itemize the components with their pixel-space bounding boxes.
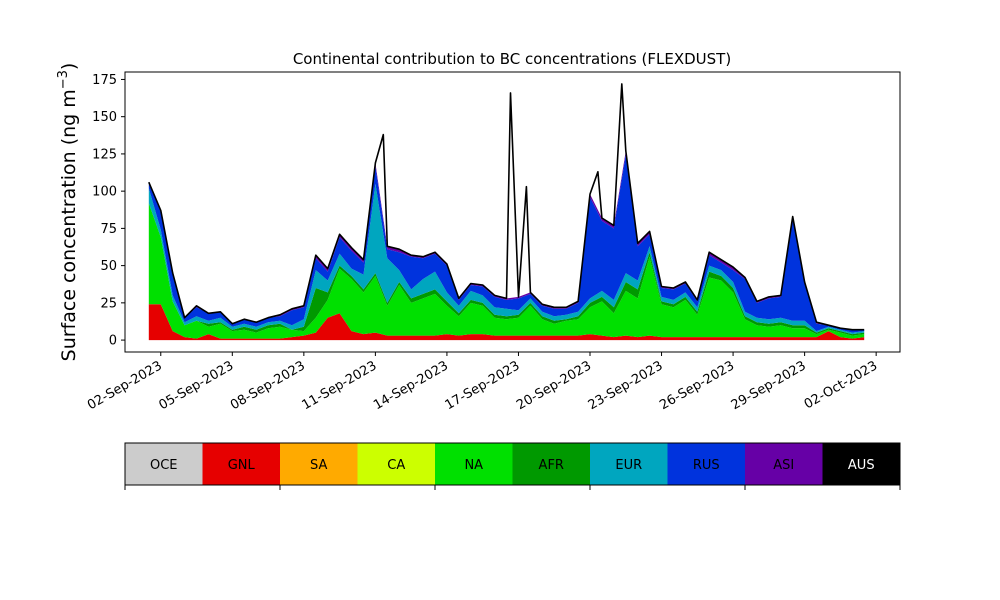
y-axis-label-close: ) xyxy=(58,63,80,70)
legend-label-na: NA xyxy=(464,458,483,473)
y-axis-label-text: Surface concentration (ng m xyxy=(58,89,80,361)
y-tick-label: 100 xyxy=(92,185,117,200)
legend: OCE GNL SA CA NA AFR EUR RUS ASI AUS xyxy=(124,442,901,490)
y-tick-label: 0 xyxy=(109,334,117,349)
x-tick-label: 02-Oct-2023 xyxy=(802,358,880,412)
x-tick-label: 05-Sep-2023 xyxy=(156,358,236,413)
legend-label-asi: ASI xyxy=(773,458,794,473)
legend-label-rus: RUS xyxy=(693,458,720,473)
y-tick-label: 50 xyxy=(100,259,117,274)
legend-swatch-aus xyxy=(822,443,900,485)
plot-frame xyxy=(124,71,901,353)
y-tick-label: 125 xyxy=(92,147,117,162)
legend-swatch-oce xyxy=(125,443,203,485)
legend-swatch-na xyxy=(435,443,513,485)
legend-swatch-sa xyxy=(280,443,358,485)
area-na xyxy=(148,203,865,339)
chart-title: Continental contribution to BC concentra… xyxy=(293,50,731,68)
legend-frame xyxy=(124,442,901,486)
legend-label-aus: AUS xyxy=(848,458,875,473)
y-tick-label: 25 xyxy=(100,296,117,311)
legend-label-gnl: GNL xyxy=(228,458,256,473)
legend-label-eur: EUR xyxy=(615,458,642,473)
legend-swatch-ca xyxy=(357,443,435,485)
stacked-areas xyxy=(148,150,865,341)
legend-label-afr: AFR xyxy=(539,458,564,473)
x-tick-label: 08-Sep-2023 xyxy=(228,358,308,413)
legend-swatch-eur xyxy=(590,443,668,485)
x-tick-label: 20-Sep-2023 xyxy=(514,358,594,413)
legend-label-ca: CA xyxy=(387,458,405,473)
legend-label-oce: OCE xyxy=(150,458,178,473)
x-tick-label: 02-Sep-2023 xyxy=(85,358,165,413)
x-tick-label: 14-Sep-2023 xyxy=(371,358,451,413)
area-rus xyxy=(148,153,865,333)
area-gnl xyxy=(148,304,865,341)
area-eur xyxy=(148,183,865,335)
x-tick-label: 17-Sep-2023 xyxy=(443,358,523,413)
x-axis: 02-Sep-202305-Sep-202308-Sep-202311-Sep-… xyxy=(85,352,880,413)
legend-swatch-asi xyxy=(745,443,823,485)
x-tick-label: 26-Sep-2023 xyxy=(657,358,737,413)
y-tick-label: 175 xyxy=(92,73,117,88)
legend-swatch-gnl xyxy=(202,443,280,485)
x-tick-label: 29-Sep-2023 xyxy=(729,358,809,413)
area-afr xyxy=(148,203,865,336)
legend-label-sa: SA xyxy=(310,458,327,473)
y-tick-label: 75 xyxy=(100,222,117,237)
legend-swatch-afr xyxy=(512,443,590,485)
legend-swatch-rus xyxy=(667,443,745,485)
x-tick-label: 11-Sep-2023 xyxy=(300,358,380,413)
plot-area: 0 25 50 75 100 125 150 175 02-Sep-202305-Sep-20… xyxy=(85,71,901,413)
y-axis-label-sup: −3 xyxy=(56,70,71,89)
x-tick-label: 23-Sep-2023 xyxy=(586,358,666,413)
y-tick-label: 150 xyxy=(92,110,117,125)
total-line xyxy=(148,83,865,331)
y-axis-label: Surface concentration (ng m−3) xyxy=(56,63,80,362)
y-axis: 0 25 50 75 100 125 150 175 xyxy=(92,73,125,349)
